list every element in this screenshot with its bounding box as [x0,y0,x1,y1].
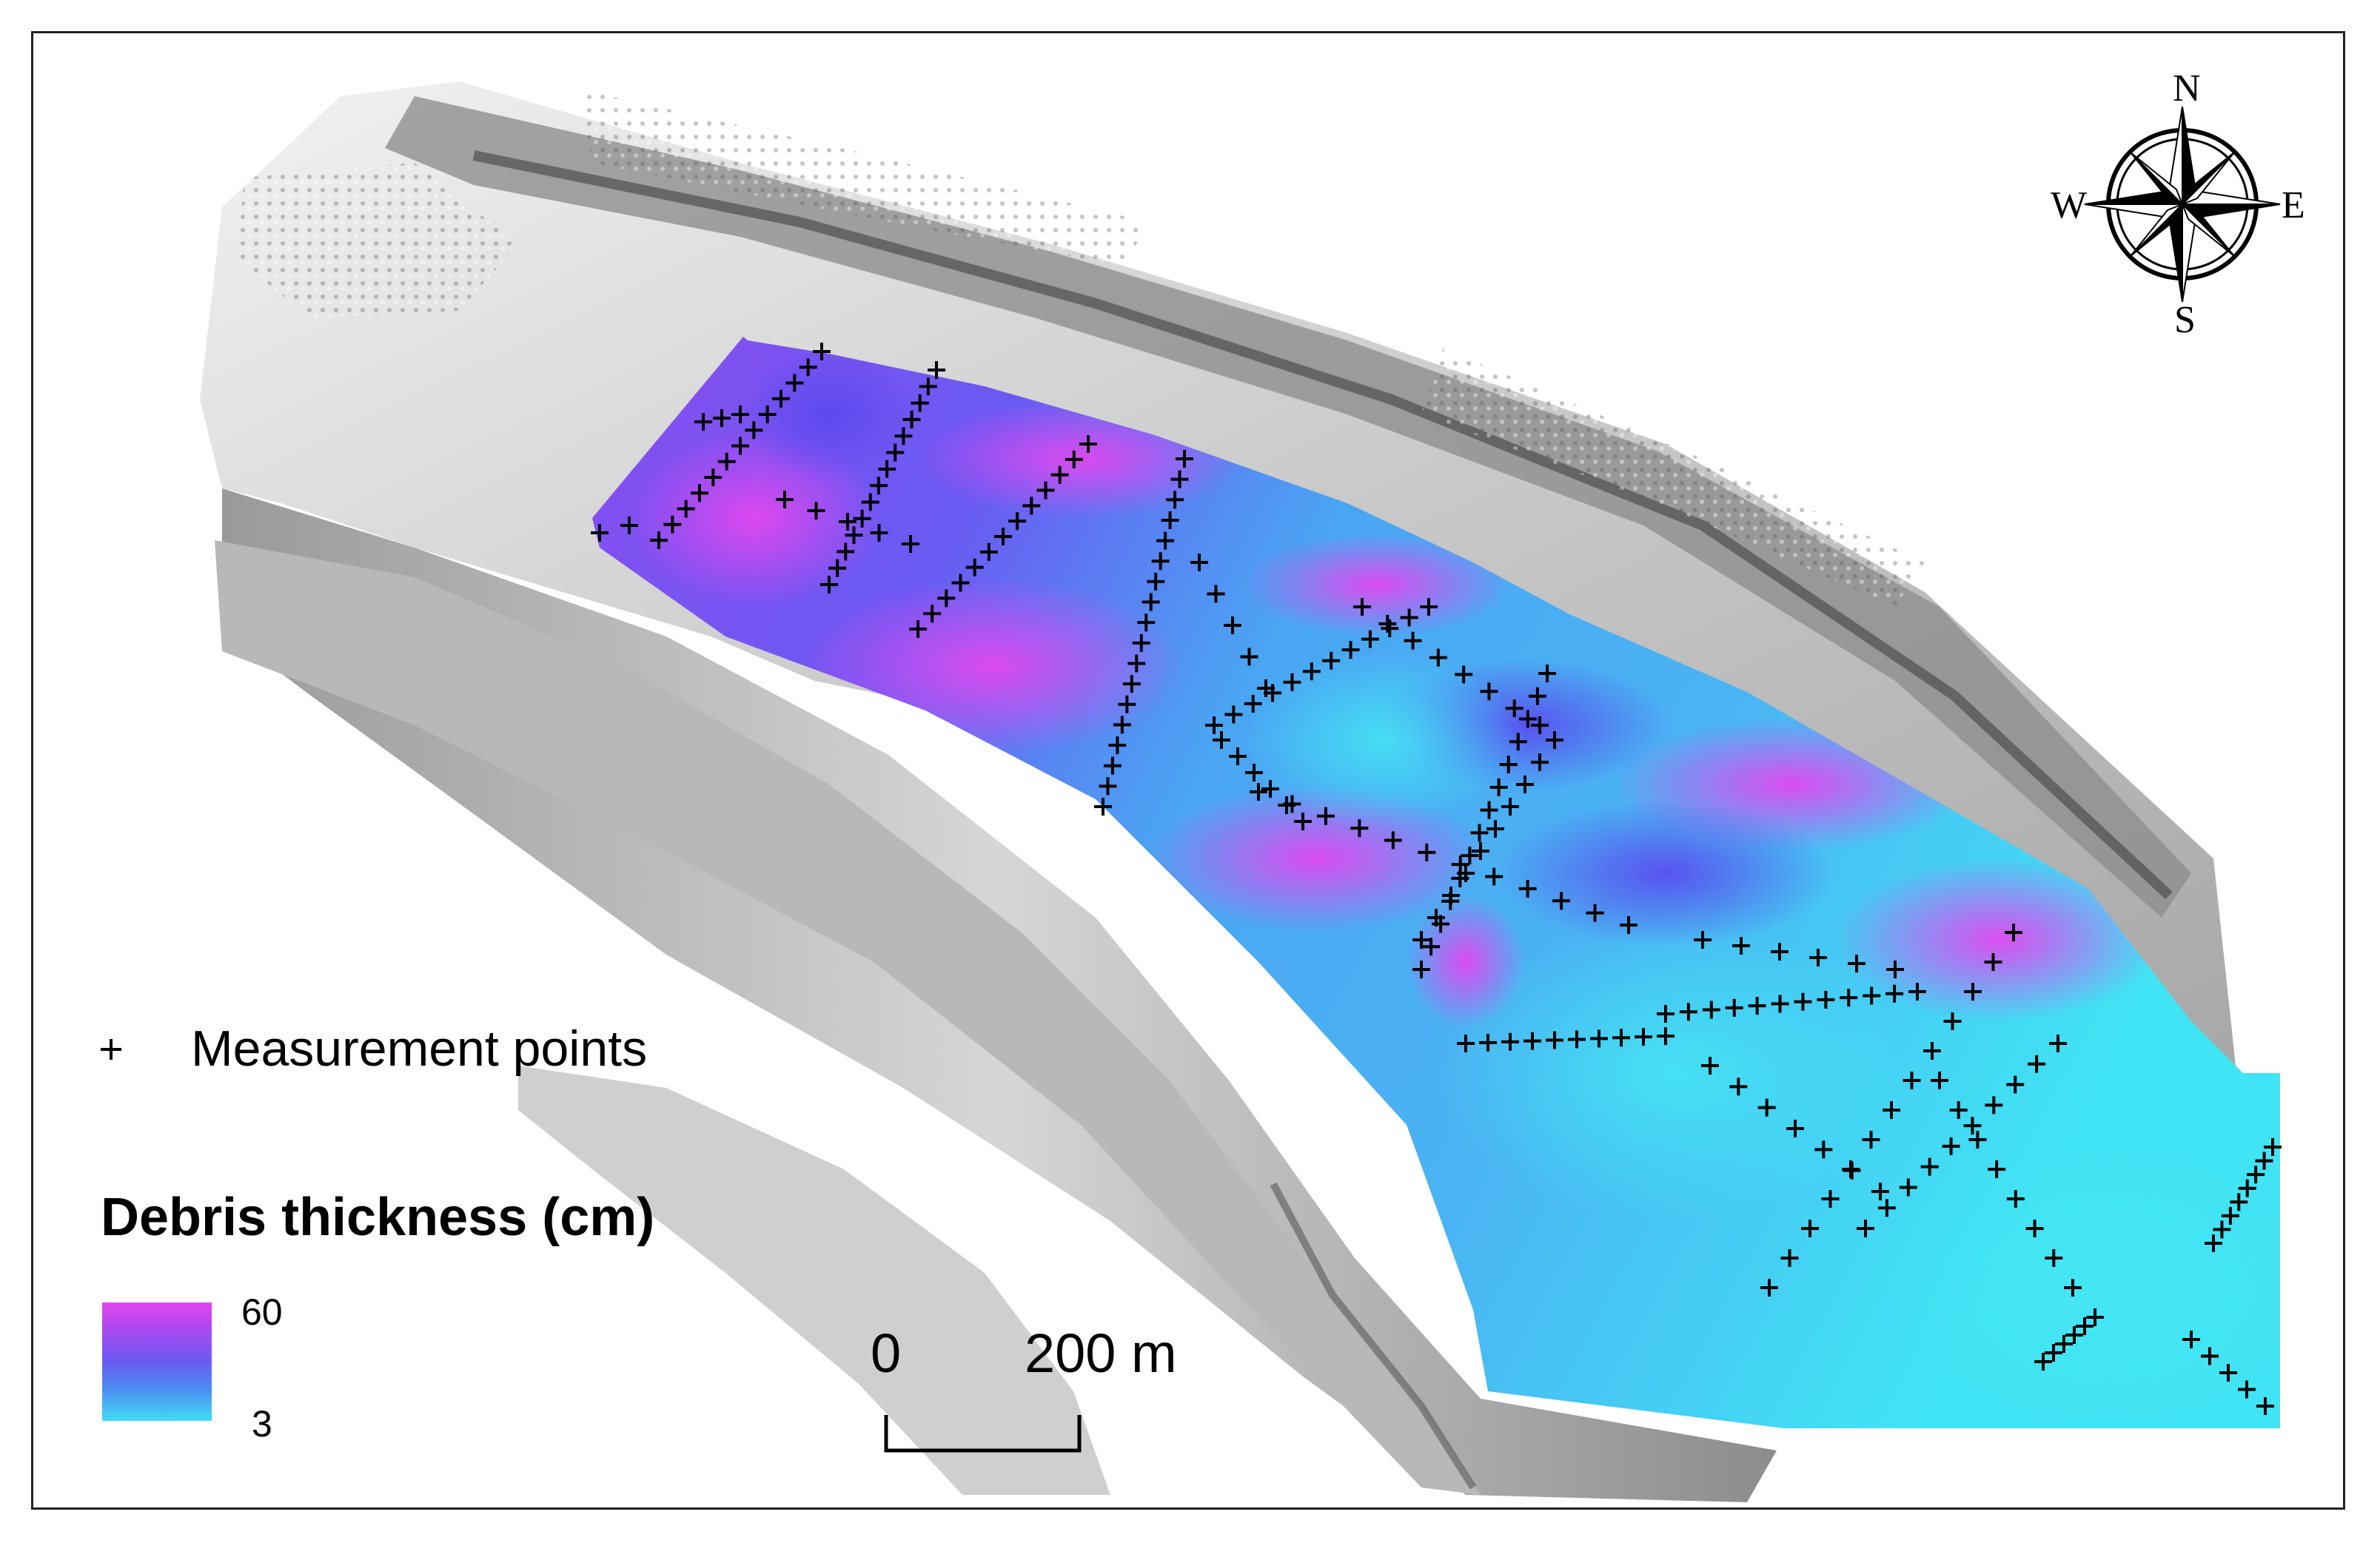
compass-north-label: N [2173,67,2201,110]
legend-ramp-title: Debris thickness (cm) [101,1188,655,1247]
scale-bar-start-label: 0 [871,1322,902,1384]
compass-east-label: E [2282,184,2305,226]
scale-bar-end-label: 200 m [1025,1322,1177,1384]
legend-ramp-max: 60 [241,1291,283,1333]
legend-marker-label: Measurement points [191,1021,648,1077]
compass-south-label: S [2174,299,2196,341]
measurement-points [591,343,2282,1415]
compass-rose-icon [2084,106,2281,303]
scale-bar [884,1415,1082,1453]
legend-marker [101,1039,121,1060]
legend-color-ramp [102,1302,212,1421]
compass-west-label: W [2051,184,2088,226]
legend-ramp-min: 3 [252,1403,272,1445]
